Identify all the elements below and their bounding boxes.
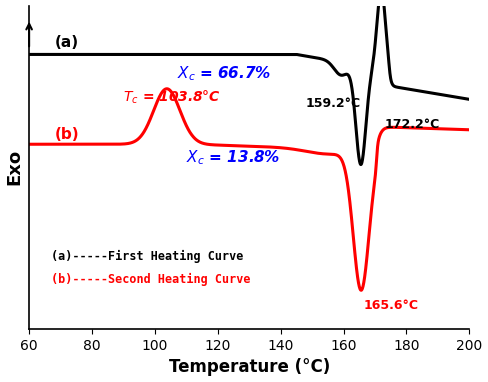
Text: (b)-----Second Heating Curve: (b)-----Second Heating Curve (51, 273, 251, 286)
Text: 172.2°C: 172.2°C (385, 118, 440, 131)
Text: 165.6°C: 165.6°C (364, 299, 419, 312)
Y-axis label: Exo: Exo (5, 149, 23, 185)
Text: $X_c$ = 66.7%: $X_c$ = 66.7% (177, 64, 271, 83)
Text: (b): (b) (54, 127, 79, 142)
Text: (a): (a) (54, 34, 79, 50)
Text: 159.2°C: 159.2°C (306, 97, 361, 110)
Text: $X_c$ = 13.8%: $X_c$ = 13.8% (186, 149, 281, 167)
Text: (a)-----First Heating Curve: (a)-----First Heating Curve (51, 250, 244, 264)
Text: $T_c$ = 103.8°C: $T_c$ = 103.8°C (123, 89, 222, 106)
X-axis label: Temperature (°C): Temperature (°C) (168, 358, 330, 376)
